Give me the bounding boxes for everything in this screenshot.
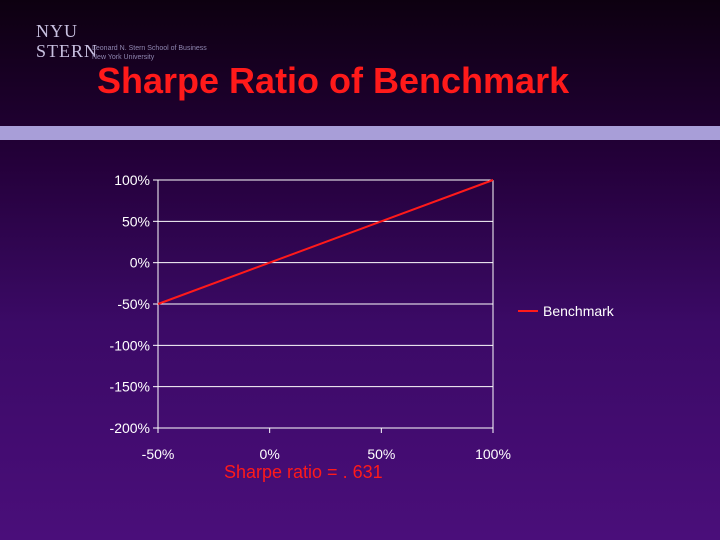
y-tick-label: 50% [122,213,150,229]
y-tick-label: -50% [117,296,150,312]
sharpe-ratio-caption: Sharpe ratio = . 631 [224,462,383,482]
grid-layer [158,179,493,429]
axis-layer: 100% 50% 0% -50% -100% -150% -200% -50% 0% 50% 100… [110,172,511,462]
series-layer [157,179,494,305]
x-tick-label: 50% [367,446,395,462]
y-tick-label: -150% [110,379,150,395]
logo-stern-text: STERN [36,41,99,61]
x-tick-label: 0% [260,446,280,462]
y-tick-label: -100% [110,337,150,353]
x-tick-label: -50% [142,446,175,462]
logo-university-name: New York University [92,54,155,61]
nyu-stern-logo: NYU STERN Leonard N. Stern School of Bus… [36,20,207,64]
legend-label: Benchmark [543,303,615,319]
header-divider-band [0,126,720,140]
y-tick-label: 100% [114,172,150,188]
logo-school-name: Leonard N. Stern School of Business [92,45,207,52]
slide-title: Sharpe Ratio of Benchmark [97,60,570,101]
chart-legend: Benchmark [518,303,615,319]
x-tick-label: 100% [475,446,511,462]
y-tick-label: -200% [110,420,150,436]
benchmark-series-line [157,179,494,305]
logo-nyu-text: NYU [36,21,78,41]
y-tick-label: 0% [130,255,150,271]
